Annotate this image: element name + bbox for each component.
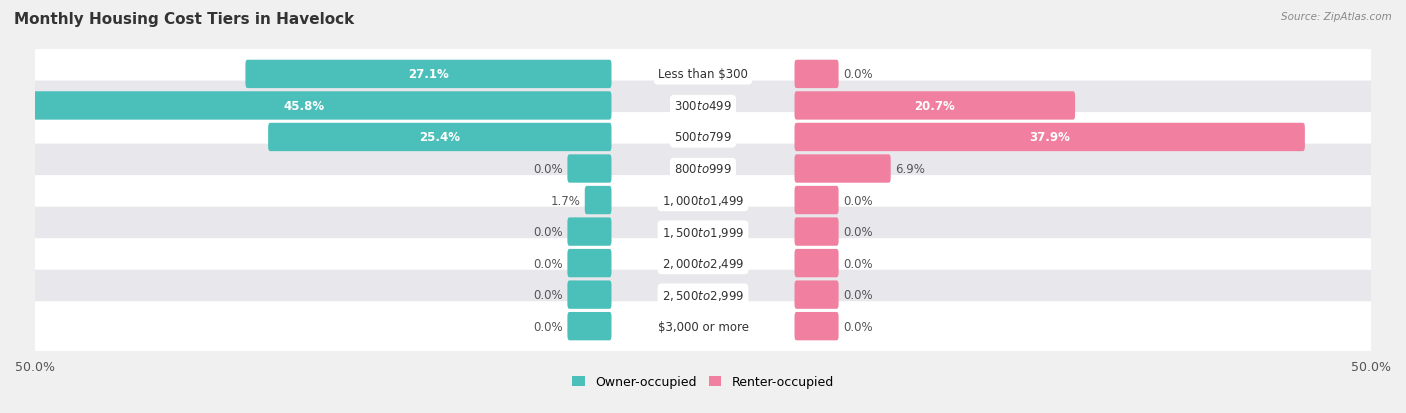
Text: 0.0%: 0.0% xyxy=(533,225,562,238)
Text: $1,000 to $1,499: $1,000 to $1,499 xyxy=(662,194,744,208)
FancyBboxPatch shape xyxy=(24,270,1382,320)
Text: 0.0%: 0.0% xyxy=(844,68,873,81)
FancyBboxPatch shape xyxy=(794,281,838,309)
FancyBboxPatch shape xyxy=(794,92,1076,120)
FancyBboxPatch shape xyxy=(794,61,838,89)
Text: 0.0%: 0.0% xyxy=(844,257,873,270)
Text: Monthly Housing Cost Tiers in Havelock: Monthly Housing Cost Tiers in Havelock xyxy=(14,12,354,27)
FancyBboxPatch shape xyxy=(24,50,1382,100)
FancyBboxPatch shape xyxy=(24,301,1382,351)
FancyBboxPatch shape xyxy=(794,249,838,278)
Text: 37.9%: 37.9% xyxy=(1029,131,1070,144)
Text: Less than $300: Less than $300 xyxy=(658,68,748,81)
Text: $2,000 to $2,499: $2,000 to $2,499 xyxy=(662,256,744,271)
Text: $300 to $499: $300 to $499 xyxy=(673,100,733,113)
Text: $500 to $799: $500 to $799 xyxy=(673,131,733,144)
FancyBboxPatch shape xyxy=(568,218,612,246)
FancyBboxPatch shape xyxy=(794,186,838,215)
Text: 0.0%: 0.0% xyxy=(533,163,562,176)
Text: 6.9%: 6.9% xyxy=(896,163,925,176)
Text: $1,500 to $1,999: $1,500 to $1,999 xyxy=(662,225,744,239)
Text: 0.0%: 0.0% xyxy=(533,320,562,333)
Text: $3,000 or more: $3,000 or more xyxy=(658,320,748,333)
Text: $800 to $999: $800 to $999 xyxy=(673,163,733,176)
FancyBboxPatch shape xyxy=(24,144,1382,194)
Legend: Owner-occupied, Renter-occupied: Owner-occupied, Renter-occupied xyxy=(572,375,834,388)
Text: Source: ZipAtlas.com: Source: ZipAtlas.com xyxy=(1281,12,1392,22)
FancyBboxPatch shape xyxy=(24,239,1382,288)
FancyBboxPatch shape xyxy=(24,81,1382,131)
Text: 0.0%: 0.0% xyxy=(844,288,873,301)
Text: 45.8%: 45.8% xyxy=(283,100,325,113)
FancyBboxPatch shape xyxy=(246,61,612,89)
FancyBboxPatch shape xyxy=(24,113,1382,162)
Text: 1.7%: 1.7% xyxy=(550,194,581,207)
FancyBboxPatch shape xyxy=(568,249,612,278)
FancyBboxPatch shape xyxy=(794,312,838,340)
Text: 0.0%: 0.0% xyxy=(533,257,562,270)
FancyBboxPatch shape xyxy=(568,281,612,309)
Text: 0.0%: 0.0% xyxy=(844,194,873,207)
FancyBboxPatch shape xyxy=(794,155,891,183)
Text: 25.4%: 25.4% xyxy=(419,131,460,144)
FancyBboxPatch shape xyxy=(585,186,612,215)
Text: 27.1%: 27.1% xyxy=(408,68,449,81)
Text: $2,500 to $2,999: $2,500 to $2,999 xyxy=(662,288,744,302)
FancyBboxPatch shape xyxy=(24,176,1382,225)
FancyBboxPatch shape xyxy=(794,123,1305,152)
FancyBboxPatch shape xyxy=(0,92,612,120)
Text: 0.0%: 0.0% xyxy=(533,288,562,301)
FancyBboxPatch shape xyxy=(794,218,838,246)
Text: 0.0%: 0.0% xyxy=(844,225,873,238)
FancyBboxPatch shape xyxy=(568,312,612,340)
Text: 20.7%: 20.7% xyxy=(914,100,955,113)
FancyBboxPatch shape xyxy=(568,155,612,183)
FancyBboxPatch shape xyxy=(24,207,1382,257)
Text: 0.0%: 0.0% xyxy=(844,320,873,333)
FancyBboxPatch shape xyxy=(269,123,612,152)
